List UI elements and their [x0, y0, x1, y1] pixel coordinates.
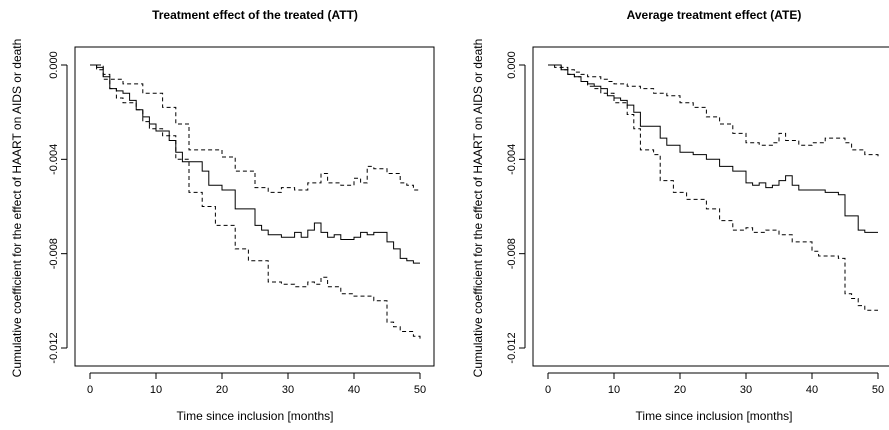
chart-att: Treatment effect of the treated (ATT) Ti… [10, 8, 435, 423]
x-tick-label: 20 [216, 384, 228, 396]
confidence-band-line [90, 64, 421, 341]
chart-ate: Average treatment effect (ATE) Time sinc… [471, 8, 889, 423]
x-axis-label: Time since inclusion [months] [177, 409, 334, 423]
y-tick-label: -0.012 [48, 332, 60, 363]
x-tick-label: 30 [740, 384, 752, 396]
tick-layer: 0 10 20 30 40 50 0.000 -0.004 -0.008 -0.012 [506, 51, 884, 396]
y-tick-label: -0.012 [506, 332, 518, 363]
x-tick-label: 40 [348, 384, 360, 396]
x-tick-label: 50 [872, 384, 884, 396]
plot-frame [532, 46, 889, 367]
y-tick-label: 0.000 [48, 51, 60, 79]
x-tick-label: 20 [674, 384, 686, 396]
y-axis-label: Cumulative coefficient for the effect of… [10, 39, 24, 378]
x-tick-label: 50 [414, 384, 426, 396]
chart-title: Average treatment effect (ATE) [627, 8, 802, 22]
series-layer [548, 64, 879, 311]
x-tick-label: 30 [282, 384, 294, 396]
estimate-line [548, 64, 878, 233]
x-tick-label: 10 [150, 384, 162, 396]
y-tick-label: -0.008 [48, 238, 60, 269]
confidence-band-line [90, 64, 420, 193]
y-tick-label: -0.004 [506, 144, 518, 175]
x-axis-label: Time since inclusion [months] [636, 409, 793, 423]
x-tick-label: 10 [608, 384, 620, 396]
y-tick-label: -0.008 [506, 238, 518, 269]
y-axis-label: Cumulative coefficient for the effect of… [471, 39, 485, 378]
series-layer [90, 64, 421, 341]
estimate-line [90, 64, 420, 264]
x-tick-label: 40 [806, 384, 818, 396]
tick-layer: 0 10 20 30 40 50 0.000 -0.004 -0.008 -0.012 [48, 51, 426, 396]
confidence-band-line [548, 64, 878, 311]
chart-title: Treatment effect of the treated (ATT) [152, 8, 358, 22]
y-tick-label: -0.004 [48, 144, 60, 175]
confidence-band-line [548, 64, 879, 157]
x-tick-label: 0 [545, 384, 551, 396]
plot-frame [74, 46, 435, 367]
x-tick-label: 0 [87, 384, 93, 396]
y-tick-label: 0.000 [506, 51, 518, 79]
